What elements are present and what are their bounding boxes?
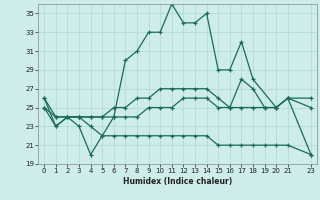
X-axis label: Humidex (Indice chaleur): Humidex (Indice chaleur) [123,177,232,186]
